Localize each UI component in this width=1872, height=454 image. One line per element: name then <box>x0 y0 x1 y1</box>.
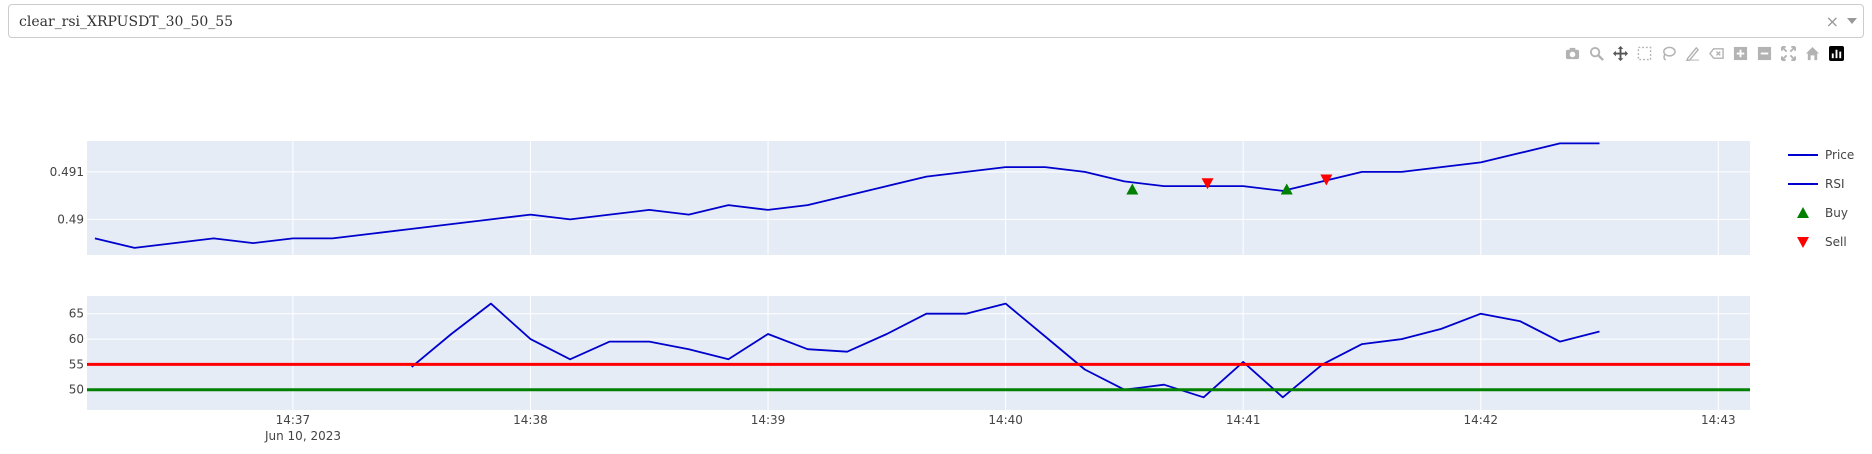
price-plot-area[interactable] <box>87 141 1750 255</box>
draw-icon[interactable] <box>1680 44 1704 62</box>
price-y-axis: 0.49 0.491 <box>50 165 84 227</box>
x-tick-label: 14:39 <box>751 413 786 427</box>
x-tick-label: 14:40 <box>988 413 1023 427</box>
y-tick-label: 65 <box>69 307 84 321</box>
y-tick-label: 50 <box>69 383 84 397</box>
y-tick-label: 0.49 <box>57 212 84 226</box>
triangle-down-icon <box>1797 237 1809 248</box>
x-tick-label: 14:41 <box>1226 413 1261 427</box>
x-axis: 14:37 14:38 14:39 14:40 14:41 14:42 14:43 <box>276 413 1736 427</box>
legend-label: Sell <box>1825 235 1847 249</box>
legend-item-rsi[interactable]: RSI <box>1788 177 1845 191</box>
x-axis-date-label: Jun 10, 2023 <box>264 429 341 443</box>
legend-label: Buy <box>1825 206 1848 220</box>
zoom-out-icon[interactable] <box>1752 44 1776 62</box>
y-tick-label: 60 <box>69 332 84 346</box>
legend-label: Price <box>1825 148 1854 162</box>
legend-item-sell[interactable]: Sell <box>1797 235 1847 249</box>
sell-marker-1[interactable] <box>1320 174 1333 186</box>
triangle-up-icon <box>1797 207 1809 218</box>
legend-item-buy[interactable]: Buy <box>1797 206 1848 220</box>
plotly-logo-icon[interactable] <box>1824 44 1848 62</box>
y-tick-label: 55 <box>69 357 84 371</box>
buy-marker-0[interactable] <box>1126 183 1139 195</box>
chevron-down-icon[interactable] <box>1847 18 1857 24</box>
rsi-plot-area[interactable] <box>87 296 1750 410</box>
zoom-in-icon[interactable] <box>1728 44 1752 62</box>
erase-icon[interactable] <box>1704 44 1728 62</box>
reset-icon[interactable] <box>1800 44 1824 62</box>
sell-marker-0[interactable] <box>1201 178 1214 190</box>
modebar <box>1560 44 1848 62</box>
pan-icon[interactable] <box>1608 44 1632 62</box>
rsi-y-axis: 50 55 60 65 <box>69 307 84 397</box>
x-tick-label: 14:38 <box>513 413 548 427</box>
zoom-icon[interactable] <box>1584 44 1608 62</box>
clear-icon[interactable]: × <box>1825 12 1839 31</box>
chart-selector-value: clear_rsi_XRPUSDT_30_50_55 <box>19 14 234 30</box>
legend-label: RSI <box>1825 177 1845 191</box>
price-series <box>94 142 1600 249</box>
autoscale-icon[interactable] <box>1776 44 1800 62</box>
y-tick-label: 0.491 <box>50 165 84 179</box>
price-line[interactable] <box>94 142 1600 249</box>
x-tick-label: 14:42 <box>1463 413 1498 427</box>
lasso-icon[interactable] <box>1656 44 1680 62</box>
price-grid <box>87 141 1750 255</box>
box-select-icon[interactable] <box>1632 44 1656 62</box>
camera-icon[interactable] <box>1560 44 1584 62</box>
rsi-line[interactable] <box>411 302 1600 399</box>
x-tick-label: 14:37 <box>276 413 311 427</box>
legend: Price RSI Buy Sell <box>1788 148 1854 249</box>
chart-selector[interactable]: clear_rsi_XRPUSDT_30_50_55 × <box>8 4 1864 38</box>
x-tick-label: 14:43 <box>1701 413 1736 427</box>
legend-item-price[interactable]: Price <box>1788 148 1854 162</box>
rsi-series <box>87 302 1750 399</box>
buy-marker-1[interactable] <box>1280 183 1293 195</box>
